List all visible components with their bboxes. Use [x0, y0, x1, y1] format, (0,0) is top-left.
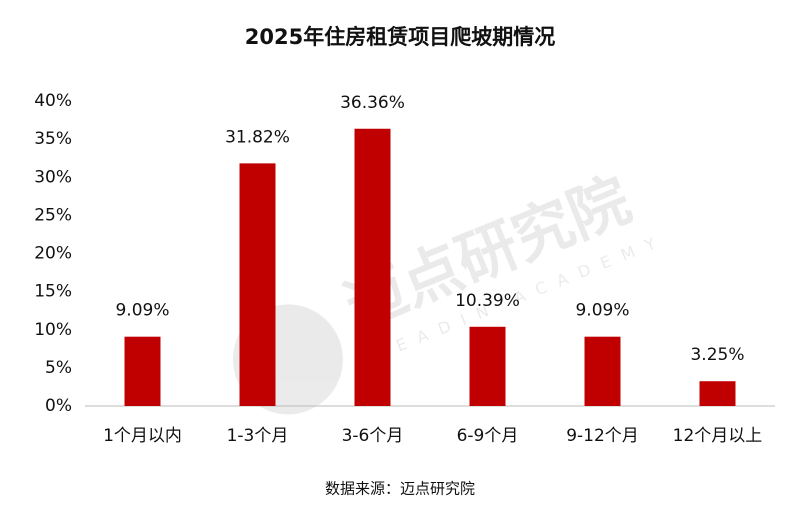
bar [354, 128, 391, 406]
x-tick-label: 6-9个月 [457, 426, 519, 446]
y-tick-label: 35% [34, 129, 72, 149]
watermark-logo [232, 304, 343, 415]
value-label: 10.39% [455, 291, 520, 311]
bar [469, 326, 506, 406]
y-tick-label: 40% [34, 91, 72, 111]
x-tick-label: 9-12个月 [566, 426, 639, 446]
y-tick-label: 15% [34, 282, 72, 302]
chart-title: 2025年住房租赁项目爬坡期情况 [245, 25, 555, 49]
x-tick-label: 12个月以上 [673, 426, 763, 446]
y-tick-label: 25% [34, 205, 72, 225]
value-label: 36.36% [340, 93, 405, 113]
y-tick-label: 10% [34, 320, 72, 340]
x-tick-label: 1-3个月 [227, 426, 289, 446]
x-tick-label: 1个月以内 [103, 426, 182, 446]
bar [124, 336, 161, 406]
value-label: 3.25% [690, 345, 744, 365]
y-tick-label: 5% [45, 358, 72, 378]
value-label: 9.09% [115, 301, 169, 321]
y-tick-label: 20% [34, 244, 72, 264]
value-label: 9.09% [575, 301, 629, 321]
value-label: 31.82% [225, 127, 290, 147]
x-tick-label: 3-6个月 [342, 426, 404, 446]
source-note: 数据来源：迈点研究院 [325, 480, 475, 498]
y-tick-label: 30% [34, 167, 72, 187]
bar [239, 163, 276, 406]
y-tick-label: 0% [45, 396, 72, 416]
bar [584, 336, 621, 406]
bar [699, 381, 736, 406]
